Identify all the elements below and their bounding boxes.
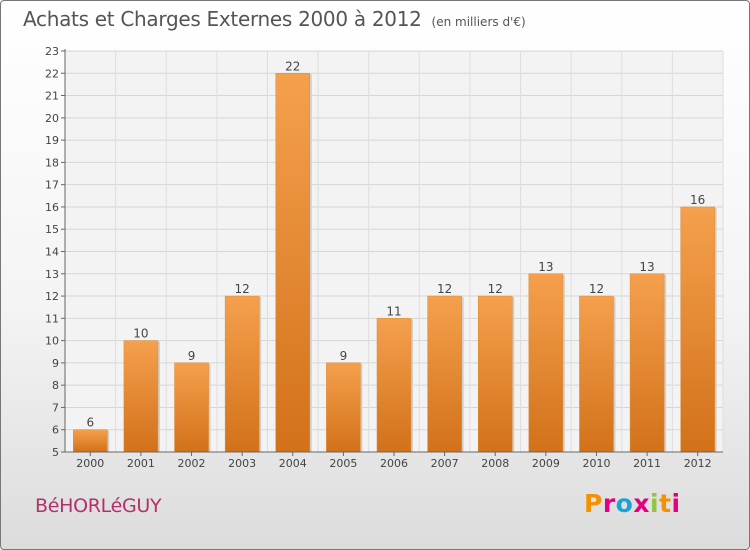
- y-tick-label: 22: [45, 67, 59, 80]
- chart-title-text: Achats et Charges Externes 2000 à 2012: [23, 7, 422, 31]
- bar-2003: [224, 295, 260, 453]
- bar-2002: [174, 362, 209, 453]
- brand-letter: r: [602, 489, 616, 518]
- x-tick-label: 2002: [178, 457, 206, 470]
- y-tick-label: 17: [45, 179, 59, 192]
- value-label: 13: [639, 260, 654, 274]
- bar-2001: [123, 340, 159, 453]
- x-tick-label: 2005: [329, 457, 357, 470]
- commune-name: BéHORLéGUY: [35, 495, 162, 517]
- y-tick-label: 8: [52, 379, 59, 392]
- chart-unit: (en milliers d'€): [431, 15, 526, 29]
- y-tick-label: 21: [45, 90, 59, 103]
- value-label: 16: [690, 193, 705, 207]
- value-label: 9: [340, 349, 348, 363]
- axis-layer: [61, 49, 723, 456]
- y-tick-label: 20: [45, 112, 59, 125]
- bar-2005: [326, 362, 361, 453]
- x-tick-label: 2012: [684, 457, 712, 470]
- y-tick-label: 16: [45, 201, 59, 214]
- label-layer: 5 6 7 8 9 10 11 12 13 14 15 16 17 18 19 20 21 22 23 2000 6 20…: [45, 45, 712, 470]
- bar-layer: [73, 73, 717, 453]
- x-tick-label: 2011: [633, 457, 661, 470]
- bar-2006: [376, 318, 412, 453]
- y-tick-label: 11: [45, 312, 59, 325]
- x-tick-label: 2006: [380, 457, 408, 470]
- x-tick-label: 2009: [532, 457, 560, 470]
- y-tick-label: 7: [52, 401, 59, 414]
- brand-letter: x: [633, 489, 650, 518]
- y-tick-label: 9: [52, 357, 59, 370]
- y-tick-label: 5: [52, 446, 59, 459]
- y-tick-label: 12: [45, 290, 59, 303]
- bar-2011: [629, 273, 665, 453]
- value-label: 12: [437, 282, 452, 296]
- x-tick-label: 2004: [279, 457, 307, 470]
- value-label: 6: [86, 416, 94, 430]
- x-tick-label: 2003: [228, 457, 256, 470]
- x-tick-label: 2008: [481, 457, 509, 470]
- brand-letter: i: [671, 489, 681, 518]
- value-label: 10: [133, 327, 148, 341]
- y-tick-label: 18: [45, 156, 59, 169]
- x-tick-label: 2001: [127, 457, 155, 470]
- value-label: 12: [235, 282, 250, 296]
- brand-letter: P: [584, 489, 603, 518]
- bar-2010: [579, 295, 614, 453]
- y-tick-label: 19: [45, 134, 59, 147]
- value-label: 13: [538, 260, 553, 274]
- x-tick-label: 2010: [582, 457, 610, 470]
- brand-letter: i: [650, 489, 660, 518]
- y-tick-label: 6: [52, 424, 59, 437]
- x-tick-label: 2007: [431, 457, 459, 470]
- bar-2007: [427, 295, 462, 453]
- bar-2008: [477, 295, 513, 453]
- x-tick-label: 2000: [76, 457, 104, 470]
- bar-2009: [528, 273, 564, 453]
- brand-letter: t: [659, 489, 672, 518]
- y-tick-label: 10: [45, 335, 59, 348]
- y-tick-label: 23: [45, 45, 59, 58]
- value-label: 12: [589, 282, 604, 296]
- value-label: 12: [488, 282, 503, 296]
- bar-2004: [275, 73, 311, 453]
- brand-letter: o: [615, 489, 634, 518]
- bar-2012: [680, 206, 715, 453]
- value-label: 22: [285, 59, 300, 73]
- value-label: 9: [188, 349, 196, 363]
- y-tick-label: 15: [45, 223, 59, 236]
- chart-title: Achats et Charges Externes 2000 à 2012 (e…: [23, 7, 526, 31]
- value-label: 11: [386, 304, 401, 318]
- proxiti-logo: Proxiti: [584, 489, 681, 518]
- y-tick-label: 13: [45, 268, 59, 281]
- y-tick-label: 14: [45, 246, 59, 259]
- bar-2000: [73, 429, 108, 453]
